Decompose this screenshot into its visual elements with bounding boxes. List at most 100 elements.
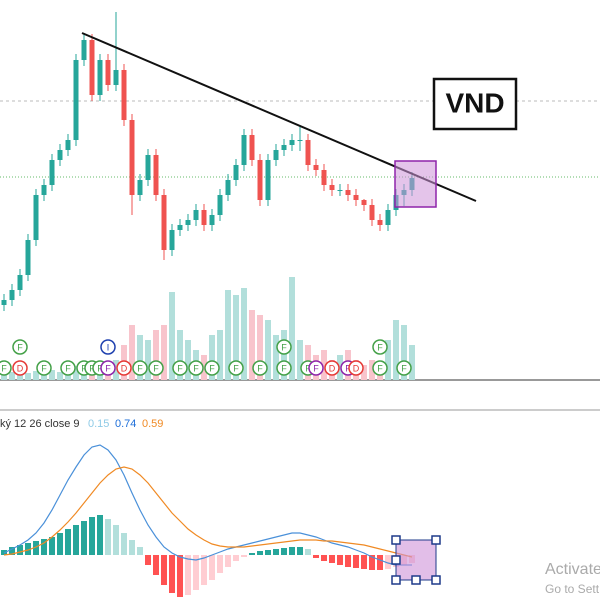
candle-body (329, 185, 335, 190)
event-marker (100, 360, 116, 376)
volume-bar (265, 320, 271, 380)
histogram-bar (345, 555, 351, 567)
selection-box[interactable] (395, 539, 437, 581)
volume-bar (233, 295, 239, 380)
candle-body (185, 220, 191, 225)
histogram-bar (169, 555, 175, 593)
volume-bar (145, 340, 151, 380)
histogram-bar (57, 533, 63, 555)
volume-bar (57, 372, 63, 380)
volume-bar (33, 371, 39, 380)
histogram-bar (353, 555, 359, 568)
handle[interactable] (431, 575, 441, 585)
handle[interactable] (411, 575, 421, 585)
event-marker (372, 339, 388, 355)
handle[interactable] (391, 535, 401, 545)
volume-bar (153, 330, 159, 380)
event-marker (172, 360, 188, 376)
candle-body (233, 165, 239, 180)
signal-line (3, 466, 413, 558)
handle[interactable] (431, 535, 441, 545)
candle-body (81, 40, 87, 60)
candle-body (89, 40, 95, 95)
histogram-bar (297, 547, 303, 555)
event-label: I (107, 342, 110, 352)
candle-body (41, 185, 47, 195)
volume-bar (257, 315, 263, 380)
volume-bar (1, 374, 7, 380)
volume-bar (281, 330, 287, 380)
candle-body (9, 290, 15, 300)
candle-body (281, 145, 287, 150)
handle[interactable] (391, 555, 401, 565)
candle-body (161, 195, 167, 250)
event-label: F (193, 363, 199, 373)
event-label: F (401, 363, 407, 373)
histogram-bar (33, 541, 39, 555)
candle-body (121, 70, 127, 120)
event-label: F (81, 363, 87, 373)
event-marker (132, 360, 148, 376)
volume-bar (289, 277, 295, 380)
event-label: D (353, 363, 360, 373)
volume-bar (161, 325, 167, 380)
event-marker (372, 360, 388, 376)
handle[interactable] (391, 575, 401, 585)
volume-bar (137, 335, 143, 380)
event-label: F (209, 363, 215, 373)
candle-body (209, 215, 215, 225)
volume-bar (177, 330, 183, 380)
event-marker (36, 360, 52, 376)
histogram-bar (137, 547, 143, 555)
candle-body (145, 155, 151, 180)
histogram-bar (217, 555, 223, 573)
event-label: F (313, 363, 319, 373)
histogram-bar (129, 540, 135, 555)
candle-body (249, 135, 255, 160)
candle-body (129, 120, 135, 195)
volume-bar (337, 355, 343, 380)
volume-bar (73, 366, 79, 380)
event-label: D (17, 363, 24, 373)
candle-body (273, 150, 279, 160)
candle-body (65, 140, 71, 150)
candle-body (97, 60, 103, 95)
event-marker (308, 360, 324, 376)
candle-body (153, 155, 159, 195)
volume-bar (409, 345, 415, 380)
signal-value: 0.74 (115, 418, 136, 430)
candle-body (17, 275, 23, 290)
event-label: F (17, 342, 23, 352)
histogram-bar (305, 549, 311, 555)
volume-bar (25, 373, 31, 380)
candle-body (345, 190, 351, 195)
histogram-bar (233, 555, 239, 561)
histogram-bar (321, 555, 327, 561)
event-label: F (377, 342, 383, 352)
event-label: F (137, 363, 143, 373)
volume-bar (241, 288, 247, 380)
event-label: F (257, 363, 263, 373)
volume-bar (113, 360, 119, 380)
event-marker (100, 339, 116, 355)
candle-body (265, 160, 271, 200)
histogram-bar (177, 555, 183, 597)
histogram-bar (49, 537, 55, 555)
highlight-box[interactable] (394, 160, 437, 208)
volume-bar (209, 335, 215, 380)
volume-bar (385, 340, 391, 380)
histogram-bar (65, 529, 71, 555)
candle-body (257, 160, 263, 200)
event-label: D (121, 363, 128, 373)
event-marker (188, 360, 204, 376)
event-label: F (65, 363, 71, 373)
event-marker (276, 360, 292, 376)
candle-body (225, 180, 231, 195)
event-label: F (1, 363, 7, 373)
event-label: F (233, 363, 239, 373)
volume-bar (49, 370, 55, 380)
event-marker (348, 360, 364, 376)
macd-line (3, 444, 412, 566)
candle-body (241, 135, 247, 165)
